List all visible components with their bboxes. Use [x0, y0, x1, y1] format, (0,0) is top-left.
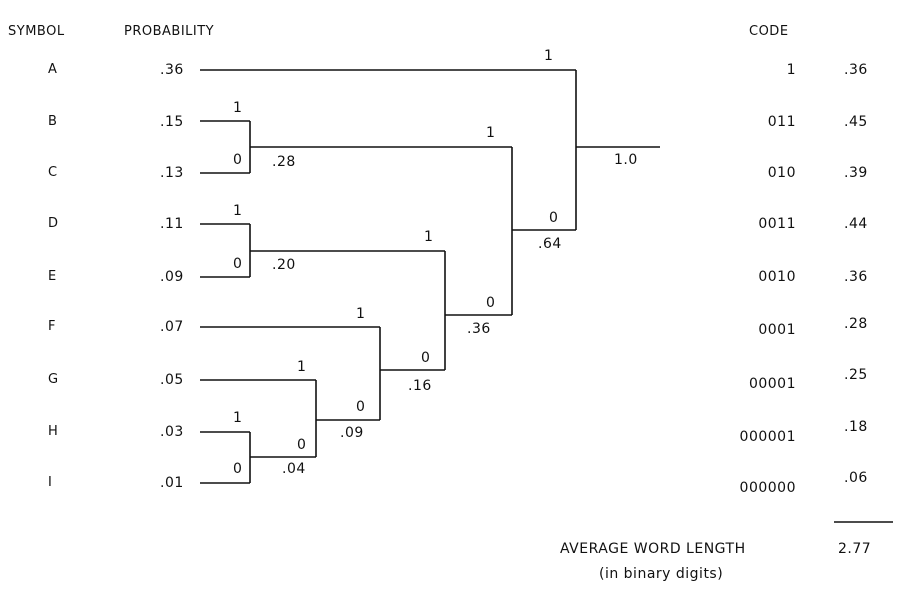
branch-bit-one: 1 [233, 410, 243, 426]
merged-sum-hi: .04 [282, 461, 306, 477]
branch-bit-one: 1 [233, 100, 243, 116]
average-word-length-value: 2.77 [838, 541, 872, 557]
symbol-label: A [48, 62, 58, 77]
symbol-label: C [48, 165, 58, 180]
branch-bit-zero: 0 [421, 350, 431, 366]
binary-digits-note: (in binary digits) [599, 566, 724, 582]
branch-bit-zero: 0 [549, 210, 559, 226]
average-word-length-label: AVERAGE WORD LENGTH [560, 541, 746, 557]
merged-sum-bc: .28 [272, 154, 296, 170]
probability-value: .03 [160, 424, 184, 440]
merged-sum-ghi: .09 [340, 425, 364, 441]
code-value: 000001 [739, 429, 796, 445]
symbol-label: E [48, 269, 57, 284]
length-contribution: .06 [844, 470, 868, 486]
merged-sum-bcdefghi: .64 [538, 236, 562, 252]
symbol-label: G [48, 372, 59, 387]
probability-value: .15 [160, 114, 184, 130]
symbol-label: F [48, 319, 56, 334]
probability-value: .36 [160, 62, 184, 78]
probability-value: .09 [160, 269, 184, 285]
branch-bit-zero: 0 [233, 152, 243, 168]
length-contribution: .44 [844, 216, 868, 232]
header-code: CODE [749, 24, 789, 39]
header-symbol: SYMBOL [8, 24, 65, 39]
length-contribution: .36 [844, 269, 868, 285]
branch-bit-zero: 0 [486, 295, 496, 311]
branch-bit-one: 1 [544, 48, 554, 64]
probability-value: .05 [160, 372, 184, 388]
length-contribution: .28 [844, 316, 868, 332]
branch-bit-one: 1 [233, 203, 243, 219]
probability-value: .11 [160, 216, 184, 232]
code-value: 010 [767, 165, 796, 181]
root-sum: 1.0 [614, 152, 638, 168]
probability-value: .01 [160, 475, 184, 491]
branch-bit-zero: 0 [297, 437, 307, 453]
merged-sum-de: .20 [272, 257, 296, 273]
code-value: 0011 [758, 216, 796, 232]
code-value: 000000 [739, 480, 796, 496]
branch-bit-one: 1 [424, 229, 434, 245]
branch-bit-zero: 0 [233, 256, 243, 272]
symbol-label: I [48, 475, 53, 490]
symbol-label: B [48, 114, 58, 129]
branch-bit-one: 1 [356, 306, 366, 322]
branch-bit-zero: 0 [356, 399, 366, 415]
length-contribution: .39 [844, 165, 868, 181]
symbol-label: H [48, 424, 59, 439]
code-value: 011 [767, 114, 796, 130]
header-probability: PROBABILITY [124, 24, 215, 39]
branch-bit-one: 1 [297, 359, 307, 375]
merged-sum-fghi: .16 [408, 378, 432, 394]
merged-sum-defghi: .36 [467, 321, 491, 337]
length-contribution: .25 [844, 367, 868, 383]
length-contribution: .45 [844, 114, 868, 130]
code-value: 00001 [748, 376, 796, 392]
length-contribution: .36 [844, 62, 868, 78]
probability-value: .07 [160, 319, 184, 335]
code-value: 0001 [758, 322, 796, 338]
length-contribution: .18 [844, 419, 868, 435]
branch-bit-one: 1 [486, 125, 496, 141]
code-value: 1 [786, 62, 796, 78]
probability-value: .13 [160, 165, 184, 181]
branch-bit-zero: 0 [233, 461, 243, 477]
symbol-label: D [48, 216, 59, 231]
code-value: 0010 [758, 269, 796, 285]
